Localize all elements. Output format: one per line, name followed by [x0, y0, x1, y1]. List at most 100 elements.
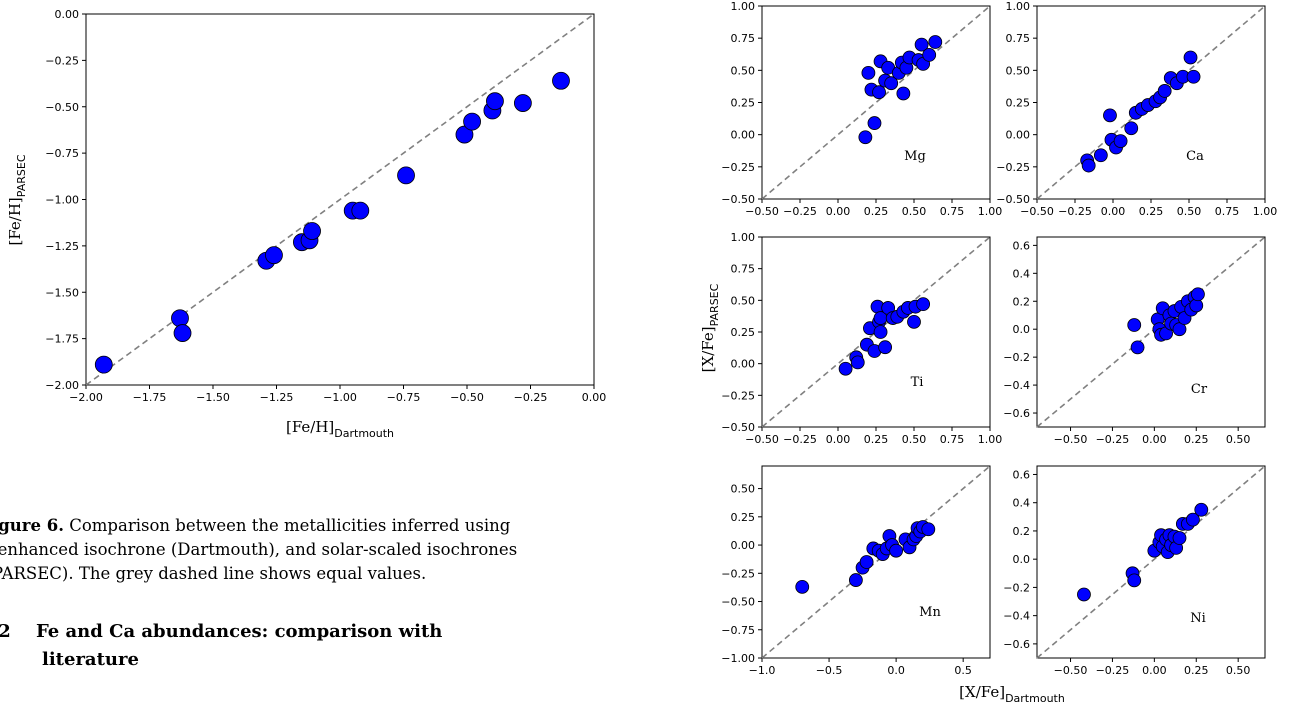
data-point	[173, 324, 192, 342]
y-tick-label: −0.25	[996, 161, 1030, 174]
y-tick-label: 0.75	[731, 32, 756, 45]
equality-reference-line	[1036, 465, 1266, 659]
x-tick-label: −1.75	[133, 391, 167, 404]
x-tick-label: −1.25	[260, 391, 294, 404]
x-tick-label: −0.25	[1058, 205, 1092, 218]
x-tick-label: −0.25	[1096, 433, 1130, 446]
x-tick-label: 0.00	[826, 433, 851, 446]
y-tick-label: 1.00	[1006, 0, 1031, 13]
y-tick-label: 0.50	[1006, 64, 1031, 77]
y-tick-label: 0.25	[731, 97, 756, 110]
grid-y-axis-label-text: [X/Fe]	[699, 326, 717, 372]
main-x-axis-label: [Fe/H]Dartmouth	[286, 418, 394, 440]
data-point	[513, 94, 532, 112]
data-point	[848, 573, 863, 587]
data-point	[795, 579, 810, 594]
x-tick-label: 0.75	[1215, 205, 1240, 218]
x-tick-label: 0.50	[902, 433, 927, 446]
panel-element-label: Ca	[1186, 149, 1204, 164]
panel-element-label: Ni	[1190, 611, 1206, 626]
x-tick-label: −0.25	[1096, 664, 1130, 677]
data-point	[859, 555, 874, 569]
equality-reference-line	[85, 13, 595, 386]
grid-x-axis-label-text: [X/Fe]	[959, 683, 1005, 701]
y-tick-label: 0.0	[1013, 553, 1031, 566]
y-tick-label: 0.4	[1013, 497, 1031, 510]
y-tick-label: 0.0	[1013, 323, 1031, 336]
chart-panel-Mg: −0.50 −0.25 0.00 0.25 0.50 0.75 1.00 −0.50 −0.25…	[721, 0, 1002, 218]
y-tick-label: −0.4	[1003, 610, 1030, 623]
chart-panel-main: −2.00 −1.75 −1.50 −1.25 −1.00 −0.75 −0.50 −0.25…	[45, 8, 606, 404]
data-point	[884, 76, 899, 91]
y-tick-label: 0.00	[1006, 129, 1031, 142]
data-point	[867, 116, 882, 130]
x-tick-label: −0.50	[745, 205, 779, 218]
y-tick-label: −0.50	[996, 193, 1030, 206]
chart-panel-Ni: −0.50 −0.25 0.00 0.25 0.50 −0.6 −0.4 −0.2 0.0 0.2…	[1003, 465, 1266, 677]
x-tick-label: −1.00	[323, 391, 357, 404]
data-point	[838, 361, 853, 376]
data-point	[463, 112, 481, 131]
panel-element-label: Mn	[919, 605, 941, 620]
x-tick-label: −2.00	[69, 391, 103, 404]
data-point	[265, 246, 283, 265]
y-tick-label: 0.2	[1013, 525, 1031, 538]
y-tick-label: −0.50	[721, 596, 755, 609]
data-point	[397, 166, 415, 185]
data-point	[303, 222, 321, 240]
y-tick-label: −0.6	[1003, 638, 1030, 651]
equality-reference-line	[1036, 236, 1266, 428]
y-tick-label: −0.75	[45, 147, 79, 160]
y-tick-label: −0.2	[1003, 351, 1030, 364]
x-tick-label: 0.5	[954, 664, 972, 677]
main-y-axis-label: [Fe/H]PARSEC	[6, 154, 28, 245]
y-tick-label: −0.2	[1003, 581, 1030, 594]
x-tick-label: 0.00	[1101, 205, 1126, 218]
x-tick-label: 0.00	[1142, 433, 1167, 446]
y-tick-label: 0.50	[731, 294, 756, 307]
main-x-axis-label-subscript: Dartmouth	[334, 427, 394, 440]
x-tick-label: −1.0	[749, 664, 776, 677]
x-tick-label: −0.75	[387, 391, 421, 404]
plot-frame	[1036, 236, 1266, 428]
data-point	[916, 297, 931, 312]
data-point	[1157, 84, 1172, 98]
data-point	[889, 543, 904, 558]
x-tick-label: 1.00	[1253, 205, 1278, 218]
main-y-axis-label-subscript: PARSEC	[15, 154, 28, 197]
x-tick-label: 0.75	[940, 433, 965, 446]
x-tick-label: −0.5	[816, 664, 843, 677]
figure-caption-line3: PARSEC). The grey dashed line shows equa…	[0, 564, 427, 583]
y-tick-label: −1.00	[721, 652, 755, 665]
y-tick-label: 0.25	[731, 326, 756, 339]
y-tick-label: 0.75	[1006, 32, 1031, 45]
data-point	[850, 355, 865, 370]
data-point	[914, 37, 929, 52]
figure-caption-line2: -enhanced isochrone (Dartmouth), and sol…	[0, 540, 518, 559]
plot-layer: −2.00 −1.75 −1.50 −1.25 −1.00 −0.75 −0.50 −0.25…	[45, 0, 1277, 677]
data-point	[1191, 287, 1205, 302]
main-y-axis-label-text: [Fe/H]	[6, 197, 24, 245]
y-tick-label: −0.25	[721, 161, 755, 174]
data-point	[873, 325, 888, 339]
data-point	[872, 85, 886, 100]
grid-x-axis-label: [X/Fe]Dartmouth	[959, 683, 1065, 705]
y-tick-label: −1.75	[45, 333, 79, 346]
x-tick-label: 1.00	[978, 433, 1003, 446]
x-tick-label: 0.50	[902, 205, 927, 218]
x-tick-label: 0.25	[1184, 433, 1209, 446]
section-heading: .2Fe and Ca abundances: comparison with …	[0, 618, 552, 674]
x-tick-label: 0.50	[1177, 205, 1202, 218]
chart-panel-Ca: −0.50 −0.25 0.00 0.25 0.50 0.75 1.00 −0.50 −0.25…	[996, 0, 1277, 218]
y-tick-label: −2.00	[45, 379, 79, 392]
chart-panel-Cr: −0.50 −0.25 0.00 0.25 0.50 −0.6 −0.4 −0.2 0.0 0.2…	[1003, 236, 1266, 446]
x-tick-label: 0.0	[887, 664, 905, 677]
y-tick-label: 0.00	[731, 539, 756, 552]
y-tick-label: 0.00	[731, 358, 756, 371]
y-tick-label: −0.25	[721, 567, 755, 580]
x-tick-label: 1.00	[978, 205, 1003, 218]
y-tick-label: −1.50	[45, 286, 79, 299]
x-tick-label: −0.50	[1054, 433, 1088, 446]
